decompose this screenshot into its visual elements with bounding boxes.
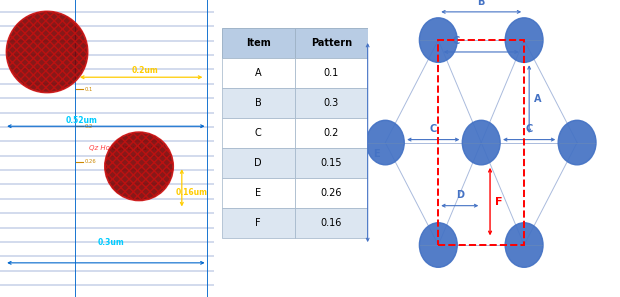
Circle shape [463, 120, 500, 165]
Text: 0.3um: 0.3um [98, 238, 125, 247]
Text: A: A [255, 68, 262, 78]
Bar [222, 88, 294, 118]
Bar [294, 88, 368, 118]
Text: 0.3: 0.3 [324, 98, 339, 108]
Text: C: C [430, 124, 437, 134]
Text: C: C [526, 124, 533, 134]
Text: E: E [255, 188, 262, 198]
Bar [294, 58, 368, 88]
Circle shape [558, 120, 596, 165]
Bar [294, 118, 368, 148]
Text: E: E [373, 149, 379, 159]
Text: C: C [255, 128, 262, 138]
Text: B: B [255, 98, 262, 108]
Text: 0.26: 0.26 [84, 159, 96, 164]
Text: 0.26: 0.26 [321, 188, 342, 198]
Bar [294, 148, 368, 178]
Bar [222, 58, 294, 88]
Bar [438, 40, 524, 245]
Bar [222, 118, 294, 148]
Text: D: D [254, 158, 262, 168]
Bar [222, 148, 294, 178]
Text: F: F [255, 218, 261, 228]
Text: Pattern: Pattern [311, 38, 352, 48]
Circle shape [366, 120, 404, 165]
Bar [222, 28, 294, 58]
Text: D: D [456, 190, 464, 200]
Bar [294, 28, 368, 58]
Text: 0.2: 0.2 [324, 128, 339, 138]
Text: A: A [534, 94, 542, 104]
Bar [294, 178, 368, 208]
Text: 0.52um: 0.52um [65, 116, 97, 125]
Text: Item: Item [246, 38, 271, 48]
Circle shape [419, 18, 457, 62]
Bar [222, 178, 294, 208]
Text: F: F [495, 197, 503, 207]
Text: B: B [477, 0, 485, 7]
Circle shape [505, 18, 543, 62]
Bar [294, 208, 368, 238]
Text: 0.15: 0.15 [321, 158, 342, 168]
Text: 0.2um: 0.2um [132, 66, 159, 75]
Text: C: C [453, 36, 459, 46]
Ellipse shape [6, 11, 87, 93]
Text: Qz Hole size: 0.1um: Qz Hole size: 0.1um [89, 145, 159, 151]
Circle shape [419, 223, 457, 267]
Text: 0.16um: 0.16um [175, 187, 208, 197]
Text: 0.2: 0.2 [84, 124, 93, 129]
Ellipse shape [105, 132, 173, 200]
Circle shape [505, 223, 543, 267]
Text: 0.1: 0.1 [84, 87, 93, 91]
Bar [222, 208, 294, 238]
Text: 0.16: 0.16 [321, 218, 342, 228]
Text: 0.1: 0.1 [324, 68, 339, 78]
